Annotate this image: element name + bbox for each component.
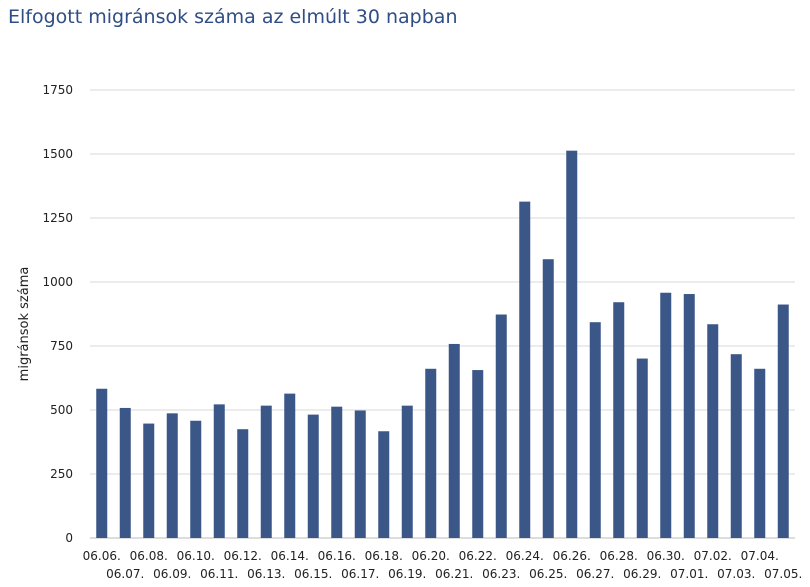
bar (660, 292, 672, 538)
x-tick-label: 06.13. (247, 567, 285, 581)
bar (378, 431, 390, 538)
bar (331, 406, 343, 538)
x-tick-label: 06.21. (435, 567, 473, 581)
bar (143, 423, 155, 538)
y-tick-label: 0 (65, 531, 73, 545)
y-tick-label: 500 (50, 403, 73, 417)
bar (707, 324, 719, 538)
bar (213, 404, 225, 538)
bar (190, 420, 202, 538)
bar (307, 414, 319, 538)
y-tick-label: 1750 (42, 83, 73, 97)
x-tick-label: 06.28. (600, 549, 638, 563)
x-tick-label: 06.12. (224, 549, 262, 563)
y-tick-label: 1000 (42, 275, 73, 289)
x-tick-label: 06.25. (529, 567, 567, 581)
bar (448, 343, 460, 538)
bar (730, 354, 742, 538)
x-tick-label: 06.22. (459, 549, 497, 563)
bar (96, 388, 108, 538)
x-tick-label: 07.05. (764, 567, 802, 581)
y-tick-label: 250 (50, 467, 73, 481)
x-tick-label: 06.19. (388, 567, 426, 581)
x-tick-label: 06.09. (153, 567, 191, 581)
y-tick-label: 750 (50, 339, 73, 353)
bar (542, 259, 554, 538)
bar (754, 368, 766, 538)
x-tick-label: 06.29. (623, 567, 661, 581)
chart-title: Elfogott migránsok száma az elmúlt 30 na… (8, 6, 458, 28)
bars (96, 150, 789, 538)
x-tick-label: 07.02. (694, 549, 732, 563)
bar (566, 150, 578, 538)
x-tick-label: 06.24. (506, 549, 544, 563)
bar (683, 294, 695, 538)
x-tick-label: 07.03. (717, 567, 755, 581)
x-axis-ticks: 06.06. 06.07. 06.08. 06.09. 06.10. 06.11. 06.1… (83, 549, 803, 581)
bar (354, 410, 366, 538)
x-tick-label: 06.26. (553, 549, 591, 563)
y-tick-label: 1500 (42, 147, 73, 161)
x-tick-label: 06.27. (576, 567, 614, 581)
x-tick-label: 06.15. (294, 567, 332, 581)
bar (166, 413, 178, 538)
bar (425, 368, 437, 538)
bar (284, 393, 296, 538)
bar (777, 304, 789, 538)
x-tick-label: 06.07. (106, 567, 144, 581)
y-axis-label: migránsok száma (17, 267, 32, 382)
x-tick-label: 06.18. (365, 549, 403, 563)
bar (401, 405, 413, 538)
x-tick-label: 06.14. (271, 549, 309, 563)
x-tick-label: 06.20. (412, 549, 450, 563)
bar (119, 407, 131, 538)
x-tick-label: 06.08. (130, 549, 168, 563)
bar (237, 429, 249, 538)
x-tick-label: 06.10. (177, 549, 215, 563)
x-tick-label: 07.01. (670, 567, 708, 581)
x-tick-label: 06.17. (341, 567, 379, 581)
x-tick-label: 06.30. (647, 549, 685, 563)
bar (519, 201, 531, 538)
bar (613, 302, 625, 538)
y-axis-ticks: 0 250 500 750 1000 1250 1500 1750 (42, 83, 73, 545)
x-tick-label: 07.04. (741, 549, 779, 563)
bar (260, 405, 272, 538)
bar (472, 370, 484, 538)
bar (495, 314, 507, 538)
y-tick-label: 1250 (42, 211, 73, 225)
x-tick-label: 06.16. (318, 549, 356, 563)
x-tick-label: 06.23. (482, 567, 520, 581)
x-tick-label: 06.11. (200, 567, 238, 581)
bar (636, 358, 648, 538)
bar (589, 322, 601, 538)
x-tick-label: 06.06. (83, 549, 121, 563)
gridlines (90, 89, 795, 539)
